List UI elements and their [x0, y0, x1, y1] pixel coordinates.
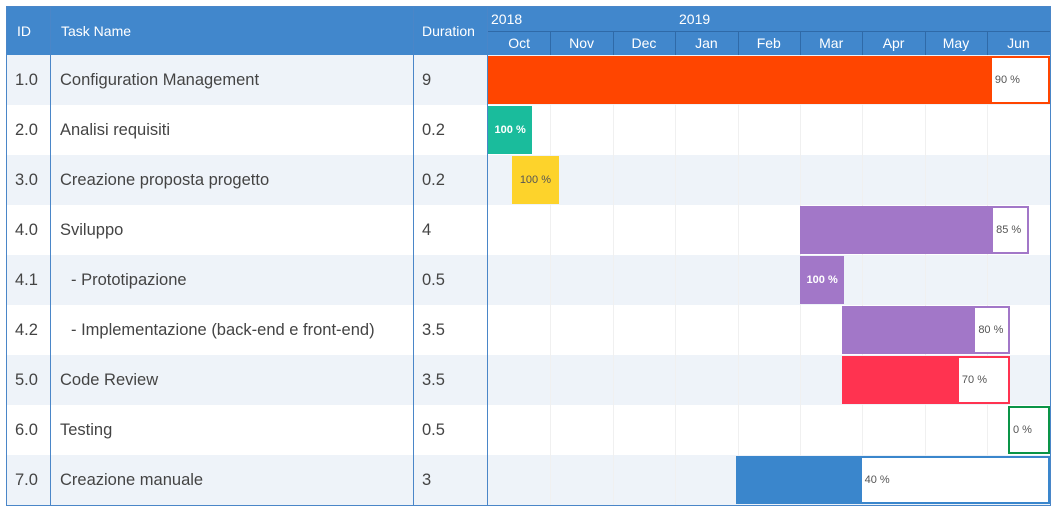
task-bar-progress	[737, 458, 862, 502]
month-label-oct: Oct	[508, 35, 531, 51]
task-name: Sviluppo	[60, 220, 124, 239]
column-header-task-name[interactable]: Task Name	[61, 23, 132, 39]
task-id: 4.2	[15, 320, 38, 339]
month-label-dec: Dec	[631, 35, 657, 51]
task-progress-label: 100 %	[806, 274, 838, 286]
task-duration: 0.2	[422, 170, 445, 189]
table-row[interactable]: 4.1 - Prototipazione 0.5	[7, 255, 1050, 305]
task-progress-label: 0 %	[1013, 424, 1032, 436]
task-duration: 4	[422, 220, 432, 239]
grid-line	[924, 55, 926, 505]
task-name: Configuration Management	[60, 70, 260, 89]
grid-line	[612, 55, 614, 505]
month-label-jun: Jun	[1007, 35, 1030, 51]
task-progress-label: 85 %	[996, 224, 1022, 236]
task-name: Analisi requisiti	[60, 120, 171, 139]
month-separator	[675, 31, 677, 55]
task-duration: 3	[422, 470, 432, 489]
task-name: Testing	[60, 420, 113, 439]
task-progress-label: 100 %	[519, 174, 552, 186]
grid-line	[987, 55, 989, 505]
month-label-mar: Mar	[819, 35, 844, 51]
task-id: 7.0	[15, 470, 38, 489]
task-id: 5.0	[15, 370, 38, 389]
table-row[interactable]: 6.0 Testing 0.5	[7, 405, 1050, 455]
task-bar-progress	[488, 106, 533, 154]
month-label-may: May	[942, 35, 970, 51]
task-duration: 0.5	[422, 270, 445, 289]
task-bar-progress	[802, 208, 994, 252]
grid-line	[862, 55, 864, 505]
grid-line	[675, 55, 677, 505]
year-label-2018: 2018	[491, 11, 523, 27]
task-duration: 3.5	[422, 370, 445, 389]
grid-line	[550, 55, 552, 505]
table-row[interactable]: 4.2 - Implementazione (back-end e front-e…	[7, 305, 1050, 355]
task-id: 4.1	[15, 270, 38, 289]
task-bar[interactable]: 70 %	[842, 356, 1011, 404]
column-header-duration[interactable]: Duration	[422, 23, 475, 39]
task-duration: 0.2	[422, 120, 445, 139]
task-bar[interactable]: 0 %	[1008, 406, 1050, 454]
task-bar[interactable]: 90 %	[488, 56, 1050, 104]
task-bar[interactable]: 100 %	[488, 106, 533, 154]
task-duration: 3.5	[422, 320, 445, 339]
month-separator	[800, 31, 801, 55]
column-header-id[interactable]: ID	[17, 23, 31, 39]
grid-line	[737, 55, 739, 505]
task-progress-label: 90 %	[994, 74, 1020, 86]
task-progress-label: 70 %	[961, 374, 987, 386]
year-label-2019: 2019	[679, 11, 711, 27]
month-separator	[924, 31, 926, 55]
task-name: - Implementazione (back-end e front-end)	[71, 320, 375, 339]
task-id: 3.0	[15, 170, 38, 189]
task-bar-progress	[800, 256, 845, 304]
task-bar-progress	[844, 358, 959, 402]
task-bar[interactable]: 100 %	[512, 156, 559, 204]
column-divider	[50, 7, 51, 505]
month-label-nov: Nov	[569, 35, 595, 51]
task-id: 4.0	[15, 220, 38, 239]
month-label-apr: Apr	[882, 35, 905, 51]
task-name: - Prototipazione	[71, 270, 187, 289]
task-bar-progress	[844, 308, 976, 352]
task-bar-progress	[490, 58, 992, 102]
task-name: Creazione manuale	[60, 470, 204, 489]
month-separator	[862, 31, 864, 55]
task-id: 6.0	[15, 420, 38, 439]
task-bar[interactable]: 80 %	[842, 306, 1011, 354]
month-separator	[550, 31, 552, 55]
task-progress-label: 40 %	[864, 474, 890, 486]
header-divider	[488, 31, 1050, 32]
table-row[interactable]: 2.0 Analisi requisiti 0.2	[7, 105, 1050, 155]
month-separator	[612, 31, 614, 55]
task-id: 2.0	[15, 120, 38, 139]
task-bar[interactable]: 85 %	[800, 206, 1029, 254]
month-separator	[987, 31, 989, 55]
month-separator	[737, 31, 739, 55]
task-name: Creazione proposta progetto	[60, 170, 270, 189]
task-id: 1.0	[15, 70, 38, 89]
task-duration: 0.5	[422, 420, 445, 439]
task-bar-progress	[512, 156, 559, 204]
task-bar[interactable]: 100 %	[800, 256, 845, 304]
column-divider	[413, 7, 414, 505]
column-divider	[487, 7, 488, 505]
task-duration: 9	[422, 70, 432, 89]
task-bar[interactable]: 40 %	[735, 456, 1050, 504]
table-header	[7, 7, 488, 55]
gantt-chart: ID Task Name Duration 2018 2019 Oct Nov De…	[6, 6, 1051, 506]
month-label-jan: Jan	[695, 35, 718, 51]
task-progress-label: 100 %	[494, 124, 526, 136]
task-progress-label: 80 %	[978, 324, 1004, 336]
task-name: Code Review	[60, 370, 159, 389]
table-row[interactable]: 4.0 Sviluppo 4	[7, 205, 1050, 255]
month-label-feb: Feb	[756, 35, 781, 51]
